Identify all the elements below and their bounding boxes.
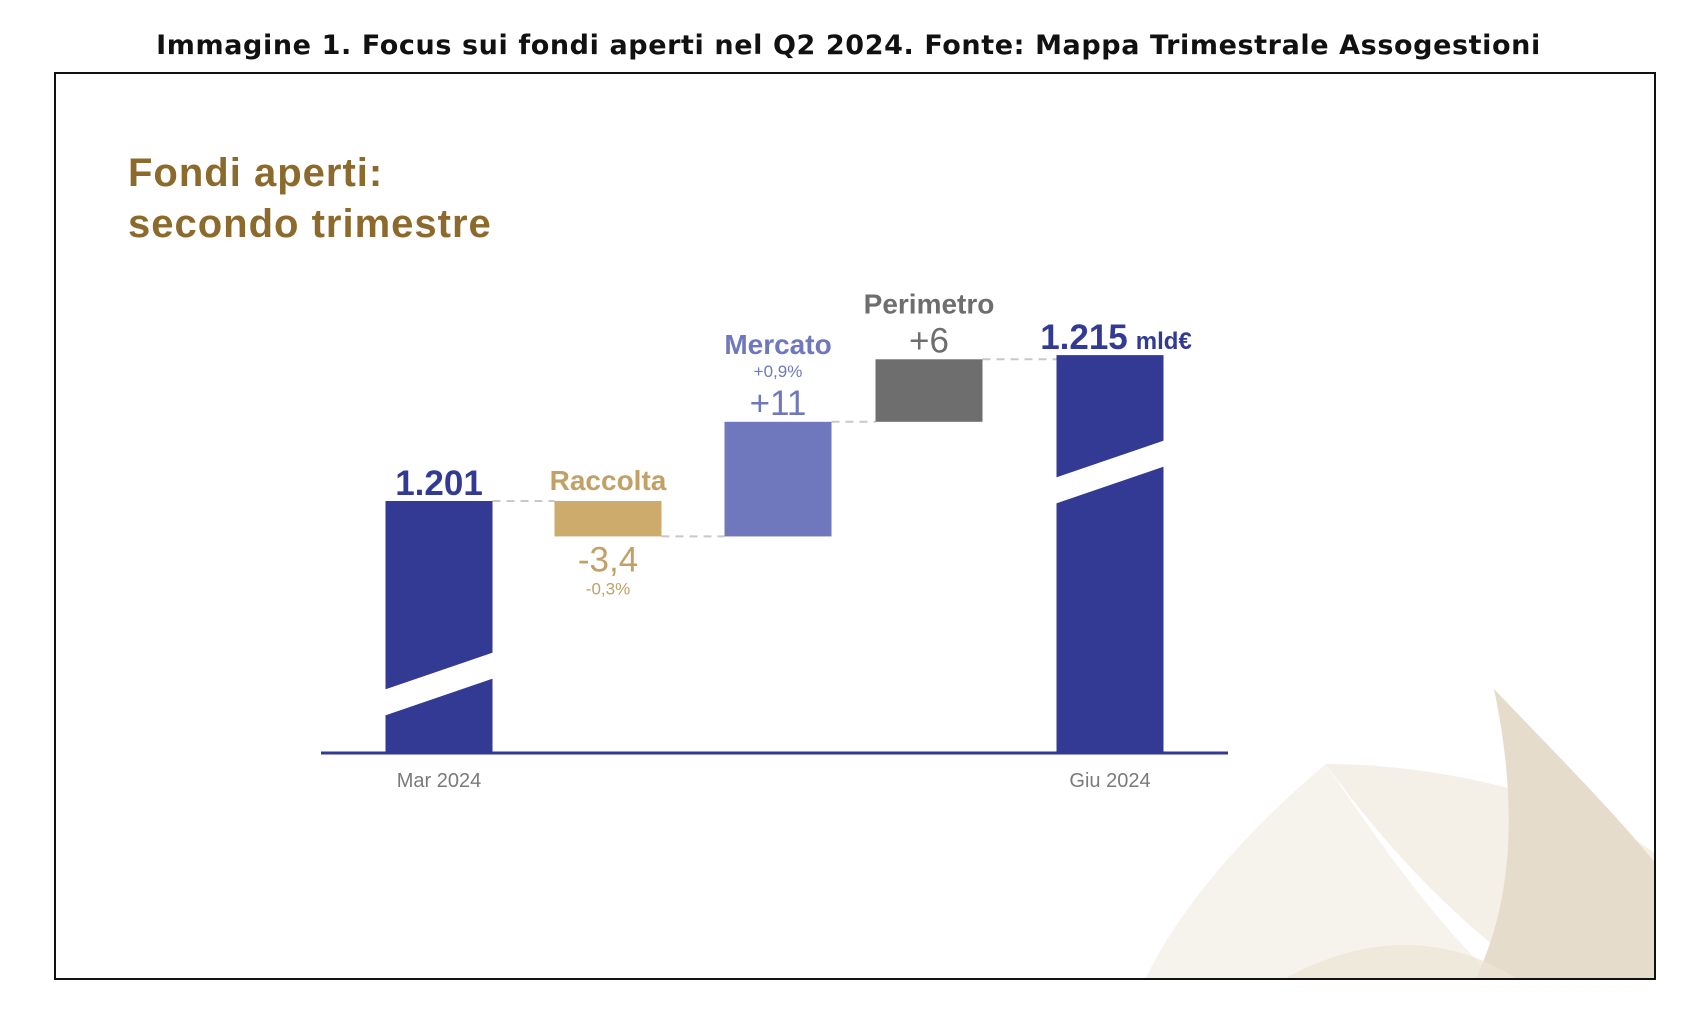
data-label-mar-2024: 1.201 — [395, 464, 483, 503]
data-label-raccolta: -3,4 — [578, 540, 638, 579]
data-label-giu-2024-value: 1.215 — [1040, 318, 1128, 357]
waterfall-chart: Fondi aperti: secondo trimestre 1.201 Ra… — [128, 151, 1654, 978]
x-tick-label-mar-2024: Mar 2024 — [397, 770, 482, 792]
bar-giu-2024 — [1056, 355, 1164, 753]
series-label-mercato: Mercato — [724, 329, 831, 360]
bar-mercato — [724, 421, 832, 537]
chart-title-line1: Fondi aperti: — [128, 151, 383, 195]
bar-perimetro — [875, 359, 983, 422]
series-label-perimetro: Perimetro — [864, 288, 995, 319]
background-decoration — [1146, 689, 1654, 978]
x-tick-label-giu-2024: Giu 2024 — [1069, 770, 1150, 792]
axis-break-giu — [1054, 440, 1166, 504]
pct-label-mercato: +0,9% — [754, 362, 803, 381]
chart-frame: Fondi aperti: secondo trimestre 1.201 Ra… — [54, 72, 1656, 980]
unit-label: mld€ — [1136, 328, 1192, 355]
data-label-giu-2024: 1.215 mld€ — [1040, 318, 1192, 357]
chart-title-line2: secondo trimestre — [128, 202, 492, 246]
series-label-raccolta: Raccolta — [550, 465, 667, 496]
axis-break-mar — [383, 652, 495, 716]
pct-label-raccolta: -0,3% — [586, 579, 630, 598]
figure-caption: Immagine 1. Focus sui fondi aperti nel Q… — [156, 30, 1541, 61]
bar-raccolta — [554, 501, 662, 537]
data-label-perimetro: +6 — [909, 321, 949, 360]
bar-mar-2024 — [385, 501, 493, 753]
data-label-mercato: +11 — [750, 384, 807, 423]
